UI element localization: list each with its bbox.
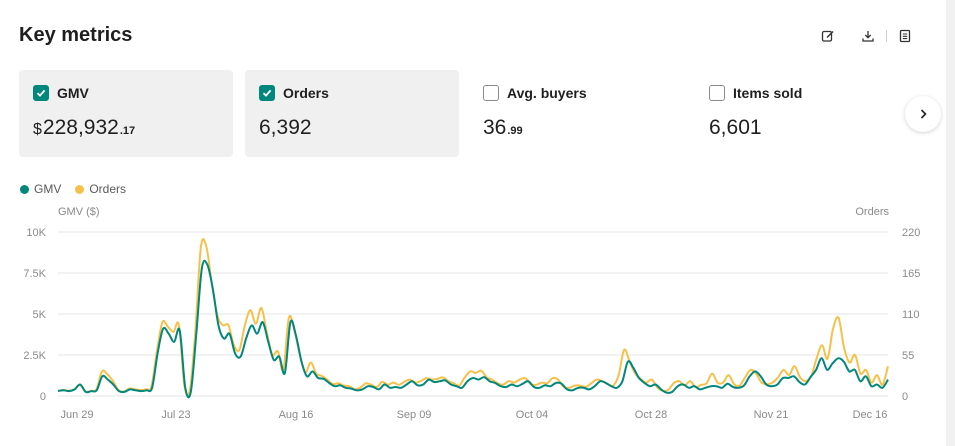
metric-label: Items sold [733, 85, 803, 101]
legend-label: GMV [34, 182, 62, 196]
x-tick-label: Aug 16 [279, 409, 314, 421]
download-button[interactable] [858, 26, 878, 46]
y-left-tick-label: 0 [40, 391, 46, 403]
chart-ticks: 0 0 2.5K 55 5K 110 7.5K 165 10K 220 Jun 29 Jul 23 Au… [23, 227, 920, 421]
y-left-tick-label: 5K [33, 309, 47, 321]
y-right-tick-label: 55 [902, 350, 914, 362]
metric-label: Orders [283, 85, 329, 101]
metric-value-whole: 6,392 [259, 116, 312, 139]
legend-item-gmv[interactable]: GMV [20, 182, 61, 196]
y-left-tick-label: 10K [26, 227, 46, 239]
currency-symbol: $ [33, 121, 42, 138]
gmv-checkbox[interactable] [33, 85, 49, 101]
metric-value-fraction: .99 [507, 125, 523, 137]
x-tick-label: Oct 04 [516, 409, 548, 421]
y-right-tick-label: 220 [902, 227, 920, 239]
orders-checkbox[interactable] [259, 85, 275, 101]
y-right-tick-label: 165 [902, 268, 920, 280]
metric-card-items-sold[interactable]: Items sold 6,601 [695, 70, 909, 157]
metric-value: 36 .99 [483, 116, 669, 140]
report-icon [899, 29, 911, 43]
legend-dot-gmv [20, 184, 29, 194]
x-tick-label: Dec 16 [853, 409, 888, 421]
chart-legend: GMV Orders [20, 182, 140, 196]
y-left-tick-label: 2.5K [23, 350, 46, 362]
metric-value-whole: 228,932 [42, 116, 119, 139]
chart-grid [58, 231, 888, 397]
report-button[interactable] [895, 26, 915, 46]
metric-value: $ 228,932 .17 [33, 116, 219, 140]
toolbar-divider [886, 30, 887, 42]
x-tick-label: Sep 09 [397, 409, 432, 421]
edit-icon [821, 30, 834, 42]
y-right-tick-label: 110 [902, 309, 920, 321]
metric-value: 6,392 [259, 116, 445, 140]
check-icon [36, 89, 46, 97]
metric-card-avg-buyers[interactable]: Avg. buyers 36 .99 [469, 70, 683, 157]
download-icon [862, 31, 874, 42]
metric-value-whole: 36 [483, 116, 507, 139]
chevron-right-icon [920, 109, 927, 119]
legend-dot-orders [75, 184, 85, 194]
y-axis-left-title: GMV ($) [58, 206, 100, 218]
legend-item-orders[interactable]: Orders [75, 182, 126, 196]
metric-label: Avg. buyers [507, 85, 587, 101]
metric-value: 6,601 [709, 116, 895, 140]
metric-value-fraction: .17 [119, 125, 136, 137]
x-tick-label: Jul 23 [161, 409, 190, 421]
page-scroll-edge [946, 0, 955, 446]
y-left-tick-label: 7.5K [23, 268, 46, 280]
series-line-orders [57, 238, 889, 397]
metric-card-gmv[interactable]: GMV $ 228,932 .17 [19, 70, 233, 157]
page-title: Key metrics [19, 24, 133, 46]
x-tick-label: Oct 28 [635, 409, 667, 421]
items-sold-checkbox[interactable] [709, 85, 725, 101]
y-right-tick-label: 0 [902, 391, 908, 403]
edit-button[interactable] [818, 26, 838, 46]
x-tick-label: Jun 29 [60, 409, 93, 421]
line-chart: 0 0 2.5K 55 5K 110 7.5K 165 10K 220 Jun 29 Jul 23 Au… [23, 227, 920, 421]
metric-card-orders[interactable]: Orders 6,392 [245, 70, 459, 157]
y-axis-right-title: Orders [855, 206, 889, 218]
x-tick-label: Nov 21 [754, 409, 789, 421]
check-icon [262, 89, 272, 97]
metric-value-whole: 6,601 [709, 116, 762, 139]
next-metrics-button[interactable] [905, 96, 941, 132]
metric-label: GMV [57, 85, 89, 101]
series-line-gmv [57, 259, 889, 399]
avg-buyers-checkbox[interactable] [483, 85, 499, 101]
chart-lines [57, 238, 889, 399]
legend-label: Orders [89, 182, 127, 196]
